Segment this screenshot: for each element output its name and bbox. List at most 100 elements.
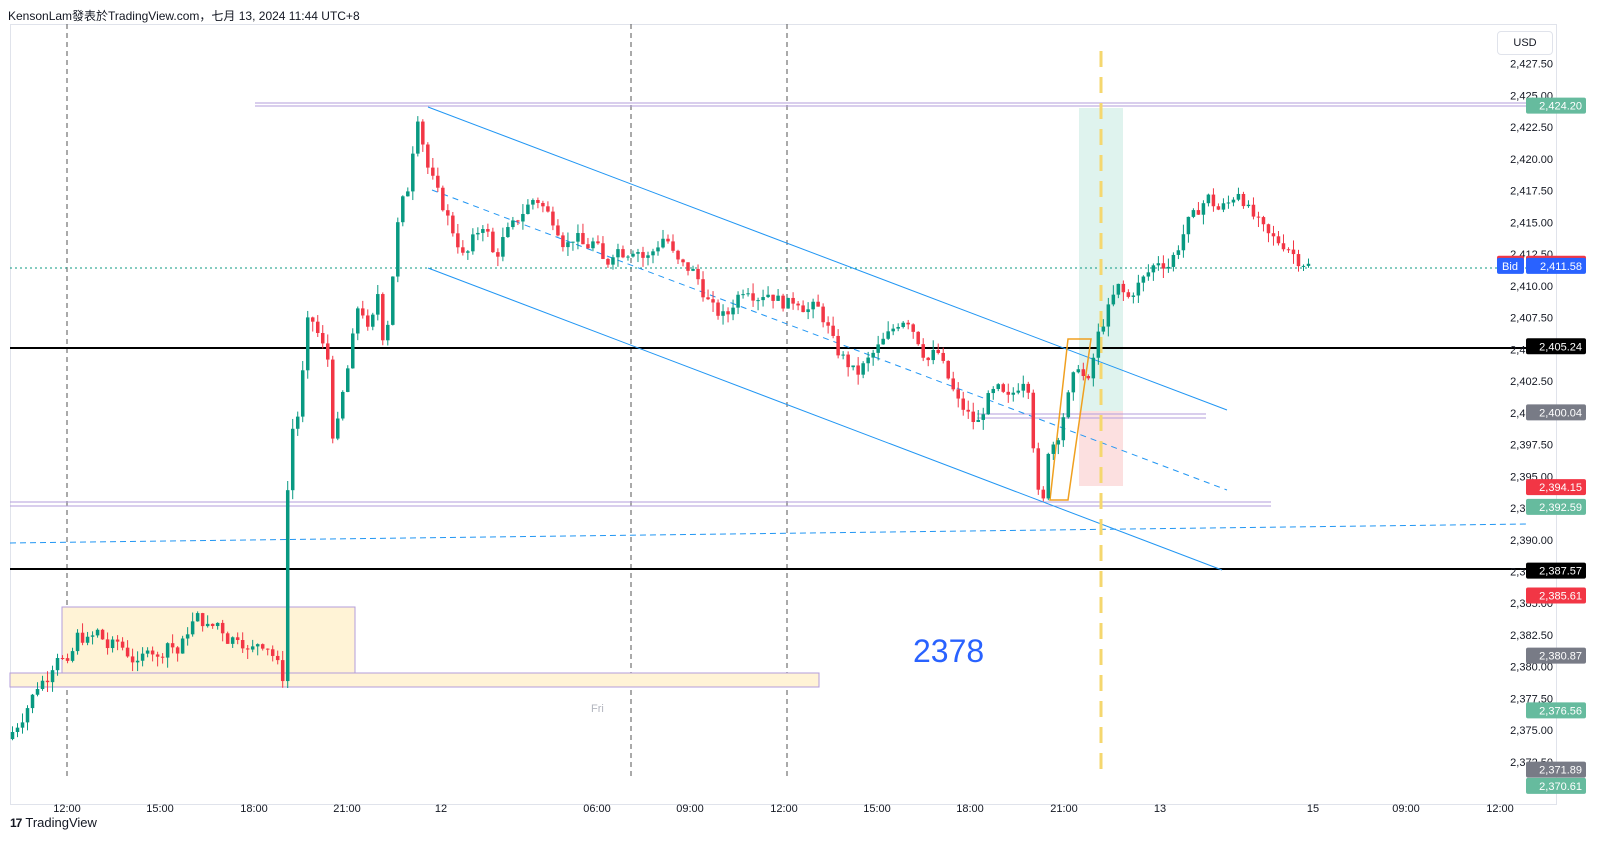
channel-lower-line bbox=[427, 267, 1223, 571]
candle-body bbox=[1196, 210, 1201, 215]
candle-body bbox=[416, 121, 420, 154]
candle-body bbox=[205, 623, 210, 627]
candle-body bbox=[1106, 304, 1111, 327]
candle-body bbox=[80, 632, 85, 643]
candle-body bbox=[821, 306, 825, 323]
candle-body bbox=[726, 311, 730, 315]
candle-body bbox=[290, 428, 295, 491]
candle-body bbox=[90, 635, 95, 637]
candle-body bbox=[85, 636, 90, 643]
candle-body bbox=[896, 326, 900, 329]
candle-body bbox=[95, 629, 100, 636]
candle-body bbox=[170, 643, 175, 648]
candle-body bbox=[1271, 233, 1276, 237]
candle-body bbox=[996, 384, 1001, 389]
candle-body bbox=[1281, 243, 1286, 250]
candle-body bbox=[1186, 216, 1191, 235]
x-tick-label: 12:00 bbox=[770, 803, 798, 815]
candle-body bbox=[921, 344, 925, 358]
candle-body bbox=[441, 187, 445, 211]
candle-body bbox=[616, 249, 620, 258]
x-tick-label: 12:00 bbox=[53, 803, 81, 815]
candle-body bbox=[836, 335, 840, 356]
candle-body bbox=[1266, 224, 1271, 234]
candle-body bbox=[145, 650, 150, 654]
candle-body bbox=[1046, 453, 1051, 499]
candle-body bbox=[1221, 203, 1226, 210]
candle-body bbox=[1011, 392, 1016, 395]
candle-body bbox=[1136, 282, 1141, 296]
candle-body bbox=[105, 639, 110, 649]
y-tick-label: 2,422.50 bbox=[1510, 122, 1553, 134]
candle-body bbox=[936, 349, 940, 353]
candle-body bbox=[666, 238, 670, 242]
price-label: 2,370.61 bbox=[1539, 781, 1582, 793]
candle-body bbox=[280, 660, 285, 682]
y-tick-label: 2,417.50 bbox=[1510, 186, 1553, 198]
candle-body bbox=[841, 354, 845, 356]
candle-body bbox=[651, 251, 655, 256]
y-tick-label: 2,390.00 bbox=[1510, 535, 1553, 547]
candle-body bbox=[295, 416, 300, 429]
candle-body bbox=[1151, 265, 1156, 273]
currency-selector[interactable]: USD bbox=[1497, 31, 1553, 55]
candle-body bbox=[971, 411, 975, 422]
price-label-bg bbox=[1526, 761, 1586, 778]
candle-body bbox=[336, 418, 340, 439]
candle-body bbox=[341, 391, 345, 419]
candle-body bbox=[426, 144, 430, 168]
x-axis: 12:00 15:00 18:00 21:00 12 06:00 09:00 12:00 15:… bbox=[53, 803, 1514, 815]
candle-body bbox=[476, 232, 480, 235]
candlestick-series bbox=[10, 116, 1311, 741]
candle-body bbox=[235, 637, 240, 641]
candle-body bbox=[511, 220, 515, 228]
candle-body bbox=[1021, 383, 1026, 391]
candle-body bbox=[586, 244, 590, 249]
candle-body bbox=[75, 632, 80, 652]
candle-body bbox=[1206, 194, 1211, 204]
candle-body bbox=[160, 656, 165, 658]
candle-body bbox=[255, 644, 260, 647]
x-tick-label: 21:00 bbox=[1050, 803, 1078, 815]
candle-body bbox=[1071, 372, 1076, 393]
candle-body bbox=[856, 365, 860, 375]
price-label: 2,380.87 bbox=[1539, 651, 1582, 663]
candle-body bbox=[396, 222, 400, 277]
y-tick-label: 2,380.00 bbox=[1510, 662, 1553, 674]
candle-body bbox=[1176, 250, 1181, 255]
price-label: 2,392.59 bbox=[1539, 502, 1582, 514]
candle-body bbox=[1036, 448, 1041, 490]
candle-body bbox=[1171, 254, 1176, 267]
price-label: 2,385.61 bbox=[1539, 590, 1582, 602]
candle-body bbox=[110, 639, 115, 649]
candle-body bbox=[265, 648, 270, 650]
candle-body bbox=[1076, 369, 1081, 373]
candle-body bbox=[1286, 249, 1291, 251]
candle-body bbox=[736, 294, 740, 308]
candle-body bbox=[1166, 266, 1171, 269]
candle-body bbox=[270, 649, 275, 656]
candle-body bbox=[310, 317, 315, 322]
long-dashed-trendline bbox=[9, 523, 1530, 544]
candle-body bbox=[741, 294, 745, 296]
candle-body bbox=[656, 247, 660, 252]
candle-body bbox=[541, 202, 545, 207]
candle-body bbox=[676, 250, 680, 260]
candle-body bbox=[100, 629, 105, 640]
candle-body bbox=[891, 328, 895, 332]
candle-body bbox=[40, 680, 45, 690]
candle-body bbox=[561, 235, 565, 248]
candle-body bbox=[1081, 369, 1086, 377]
candle-body bbox=[361, 308, 365, 316]
candle-body bbox=[626, 256, 630, 258]
candle-body bbox=[1216, 206, 1221, 210]
candle-body bbox=[130, 656, 135, 663]
candle-body bbox=[325, 343, 330, 360]
candle-body bbox=[771, 294, 775, 301]
candle-body bbox=[275, 655, 280, 661]
candle-body bbox=[926, 357, 930, 361]
candle-body bbox=[330, 359, 335, 439]
candle-body bbox=[456, 233, 460, 248]
candle-body bbox=[621, 249, 625, 258]
